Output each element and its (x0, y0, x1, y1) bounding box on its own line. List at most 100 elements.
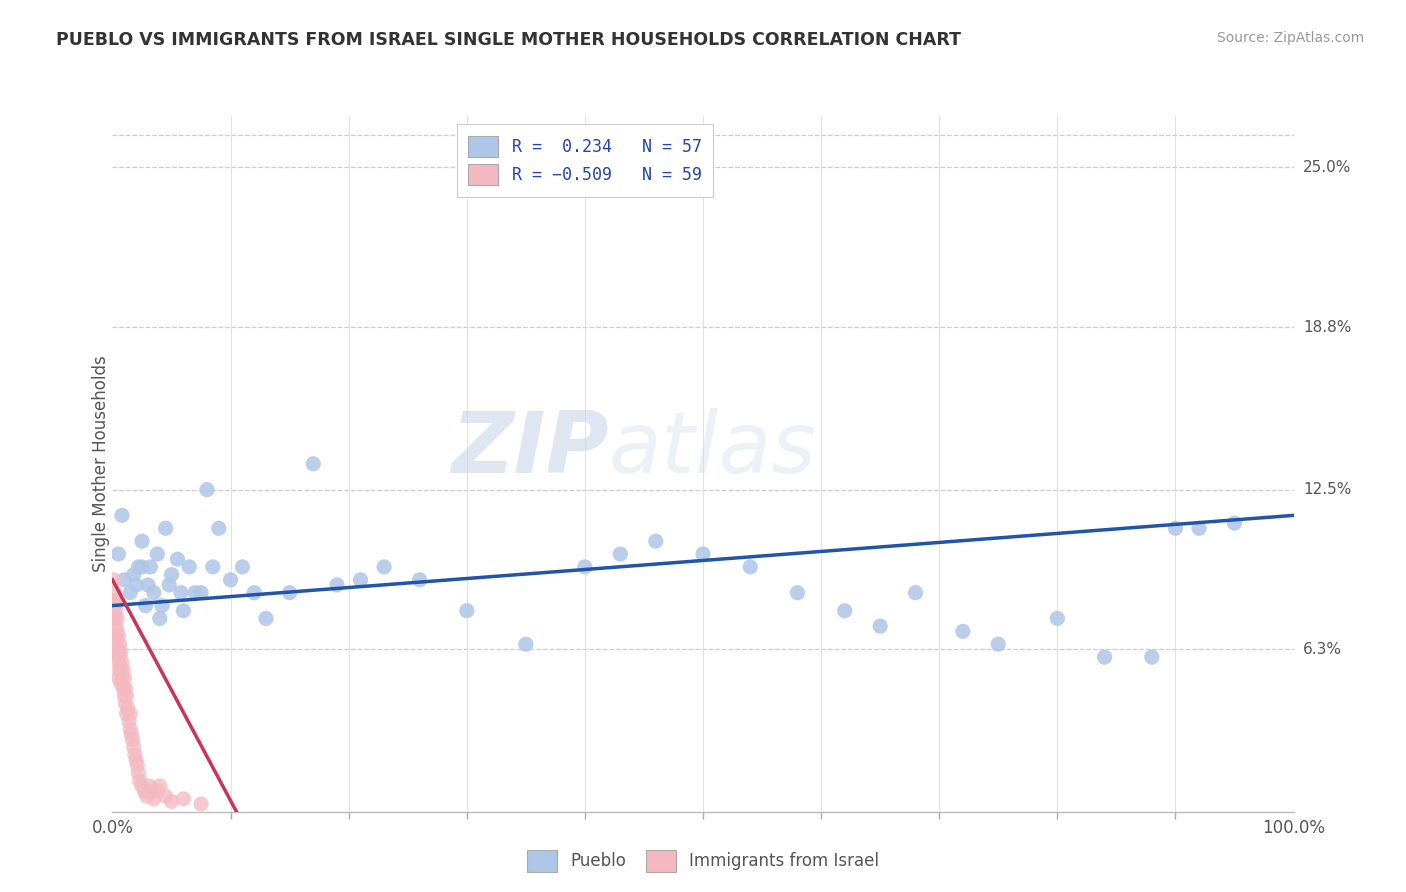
Point (118, 714, 141, 729)
Point (149, 611, 172, 625)
Legend: Pueblo, Immigrants from Israel: Pueblo, Immigrants from Israel (519, 842, 887, 880)
Text: ZIP: ZIP (451, 409, 609, 491)
Point (149, 779, 172, 793)
Point (136, 578, 159, 592)
Point (208, 521, 231, 535)
Point (131, 779, 153, 793)
Point (127, 560, 149, 574)
Point (1223, 516, 1246, 530)
Point (869, 619, 891, 633)
Text: 12.5%: 12.5% (1303, 482, 1351, 497)
Point (574, 560, 596, 574)
Text: Source: ZipAtlas.com: Source: ZipAtlas.com (1216, 31, 1364, 45)
Point (110, 645, 132, 659)
Point (644, 534, 666, 549)
Point (135, 599, 157, 613)
Point (160, 567, 183, 582)
Point (184, 585, 207, 599)
Point (111, 655, 134, 669)
Point (108, 637, 131, 651)
Point (110, 660, 132, 674)
Point (172, 792, 194, 806)
Point (1164, 521, 1187, 535)
Point (349, 573, 371, 587)
Point (105, 650, 128, 665)
Point (146, 547, 169, 561)
Point (128, 773, 150, 788)
Point (105, 611, 128, 625)
Point (146, 784, 169, 798)
Point (952, 624, 974, 639)
Point (201, 560, 224, 574)
Point (987, 637, 1010, 651)
Point (117, 701, 139, 715)
Point (1140, 650, 1163, 665)
Point (166, 552, 188, 566)
Point (111, 671, 134, 685)
Point (120, 585, 142, 599)
Point (179, 560, 201, 574)
Point (131, 534, 153, 549)
Point (105, 593, 128, 607)
Point (254, 611, 277, 625)
Point (1094, 650, 1116, 665)
Point (1188, 521, 1211, 535)
Point (134, 784, 156, 798)
Point (373, 560, 395, 574)
Point (243, 585, 266, 599)
Point (160, 794, 183, 808)
Point (326, 578, 349, 592)
Point (107, 645, 129, 659)
Point (127, 766, 149, 780)
Text: 25.0%: 25.0% (1303, 160, 1351, 175)
Point (110, 676, 132, 690)
Point (121, 732, 143, 747)
Point (112, 681, 135, 695)
Point (195, 483, 218, 497)
Text: atlas: atlas (609, 409, 817, 491)
Point (1046, 611, 1069, 625)
Point (190, 585, 212, 599)
Point (456, 604, 478, 618)
Point (103, 593, 125, 607)
Point (408, 573, 430, 587)
Point (125, 578, 148, 592)
Point (157, 578, 180, 592)
Point (834, 604, 856, 618)
Text: PUEBLO VS IMMIGRANTS FROM ISRAEL SINGLE MOTHER HOUSEHOLDS CORRELATION CHART: PUEBLO VS IMMIGRANTS FROM ISRAEL SINGLE … (56, 31, 962, 49)
Point (103, 573, 125, 587)
Point (120, 727, 142, 741)
Point (141, 784, 163, 798)
Point (107, 655, 129, 669)
Point (142, 792, 165, 806)
Point (107, 671, 129, 685)
Point (122, 567, 145, 582)
Point (114, 681, 136, 695)
Point (904, 585, 927, 599)
Point (105, 637, 128, 651)
Point (515, 637, 537, 651)
Point (104, 630, 127, 644)
Point (103, 611, 125, 625)
Point (104, 611, 127, 625)
Point (124, 747, 146, 762)
Point (125, 753, 148, 767)
Point (114, 697, 136, 711)
Point (122, 740, 145, 755)
Point (108, 663, 131, 677)
Point (107, 630, 129, 644)
Point (127, 758, 149, 772)
Point (112, 573, 135, 587)
Point (112, 663, 135, 677)
Point (170, 585, 193, 599)
Point (108, 650, 131, 665)
Point (111, 508, 134, 523)
Point (142, 585, 165, 599)
Point (105, 624, 128, 639)
Point (105, 604, 128, 618)
Point (115, 689, 138, 703)
Point (138, 779, 160, 793)
Text: 18.8%: 18.8% (1303, 319, 1351, 334)
Point (139, 560, 162, 574)
Point (104, 599, 127, 613)
